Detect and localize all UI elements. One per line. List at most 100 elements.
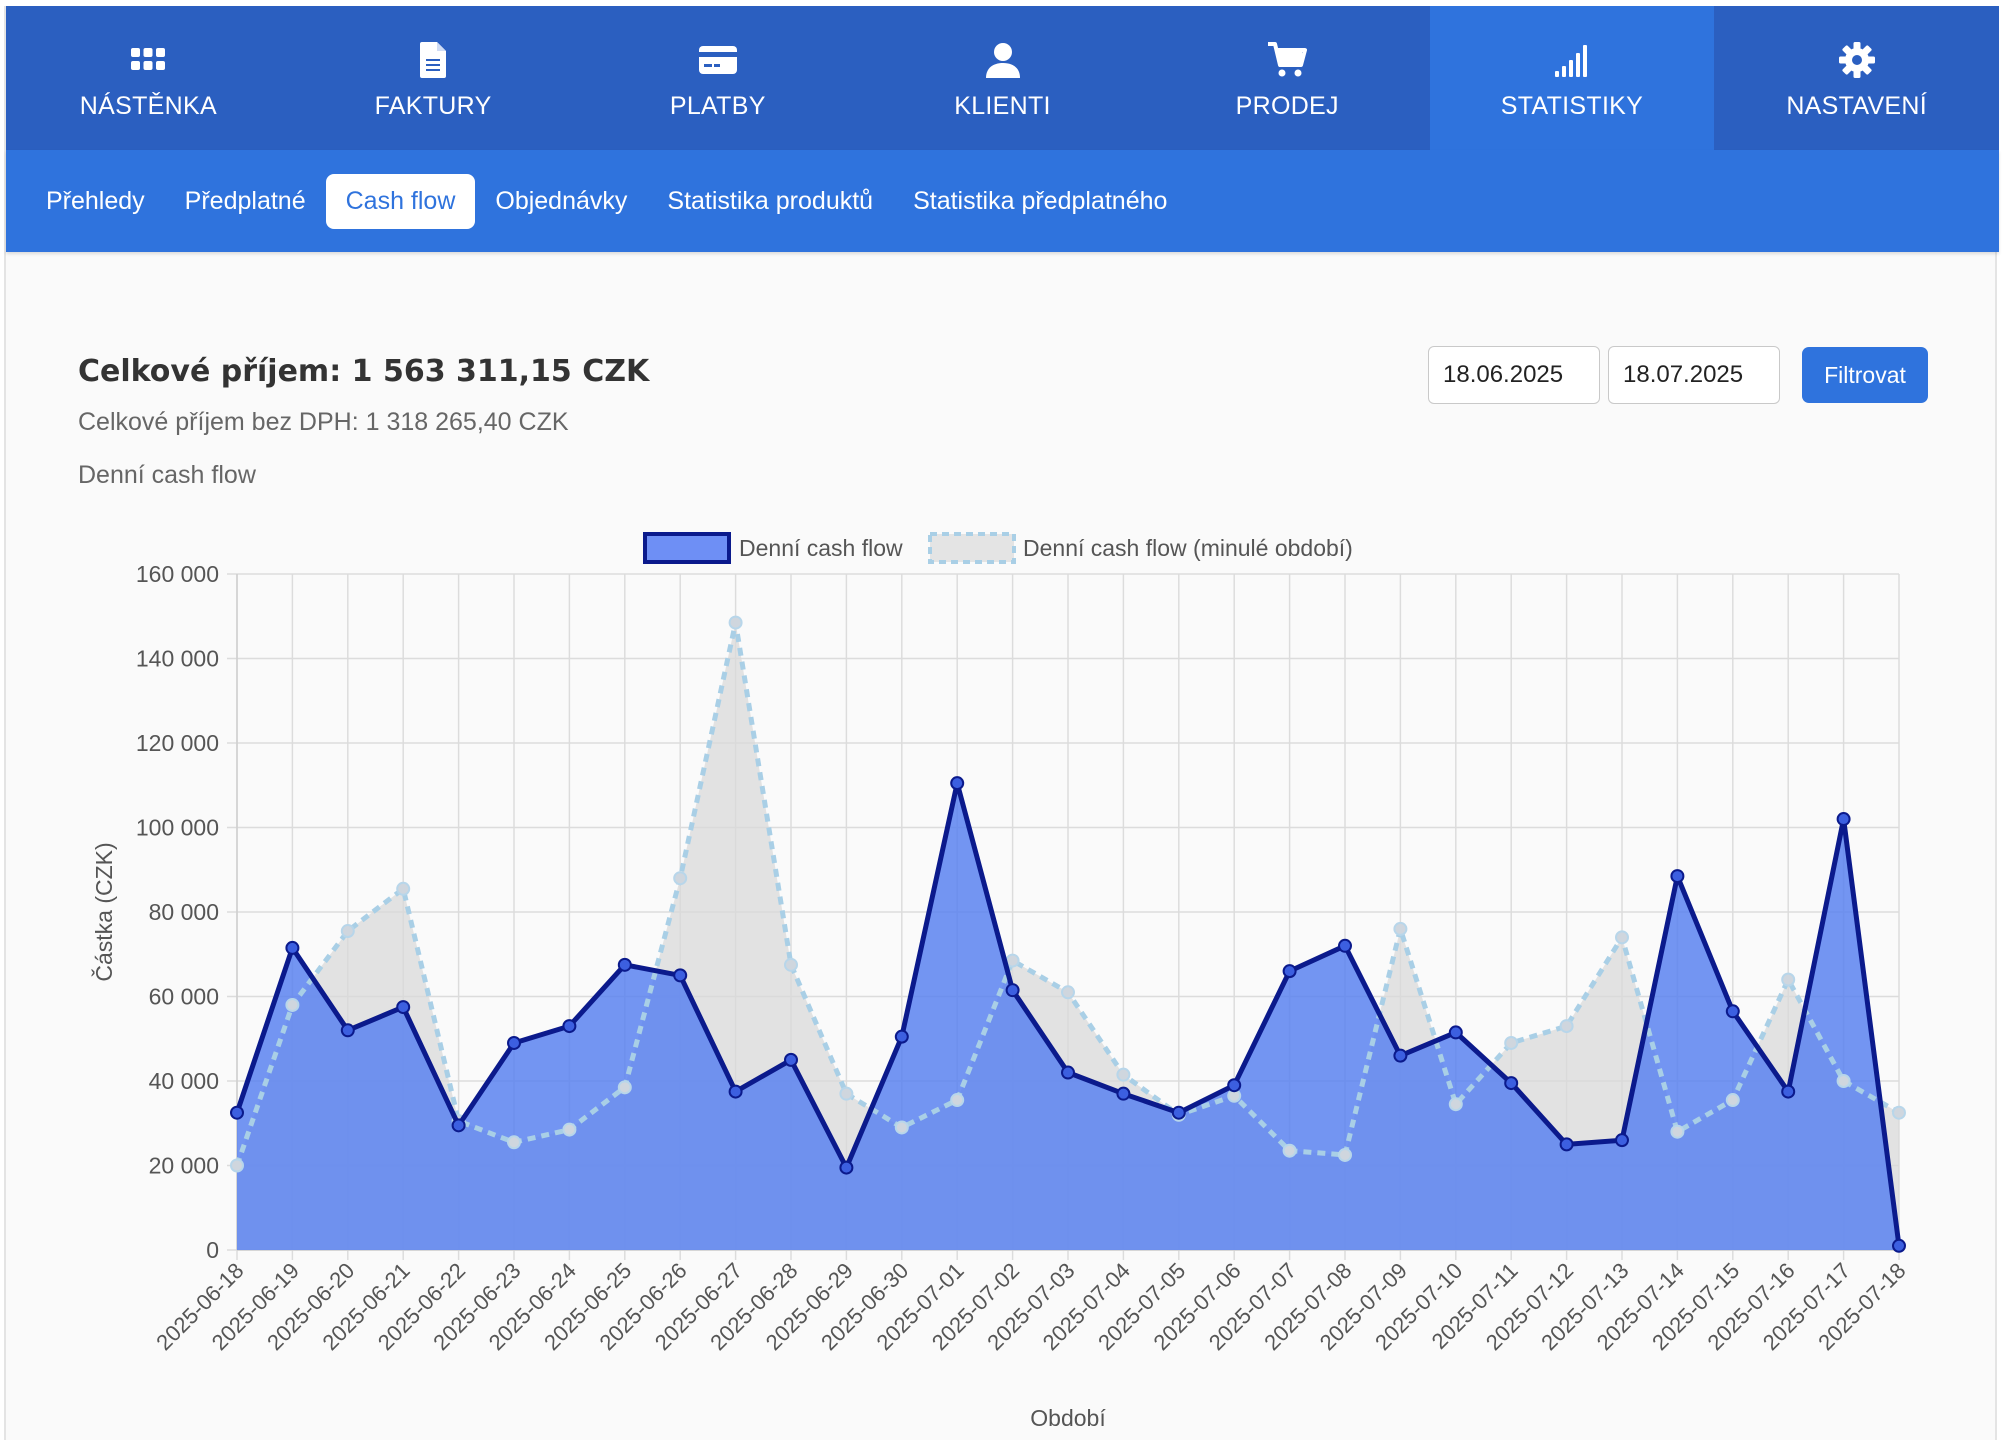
current-period-point [451, 1118, 466, 1133]
current-period-point [396, 1000, 411, 1015]
x-tick-label: 2025-06-19 [207, 1258, 304, 1355]
previous-period-point [1338, 1147, 1352, 1162]
y-tick-label: 20 000 [149, 1153, 219, 1179]
previous-period-point [1448, 1097, 1463, 1112]
previous-period-point [1227, 1088, 1242, 1103]
previous-period-line [234, 620, 1901, 1167]
current-period-point [1892, 1238, 1906, 1253]
nav-item-4[interactable]: PRODEJ [1145, 6, 1430, 150]
legend-label-current: Denní cash flow [739, 535, 903, 561]
x-tick-label: 2025-06-21 [317, 1258, 414, 1355]
x-tick-label: 2025-07-09 [1315, 1258, 1412, 1355]
current-period-point [1559, 1137, 1574, 1152]
current-period-point [1171, 1105, 1186, 1120]
previous-period-point [1116, 1067, 1131, 1082]
x-tick-label: 2025-07-03 [982, 1258, 1079, 1355]
x-tick-label: 2025-07-10 [1370, 1258, 1467, 1355]
previous-period-point [1781, 972, 1796, 987]
current-period-point [673, 968, 688, 983]
x-tick-label: 2025-06-20 [262, 1258, 359, 1355]
previous-period-point [340, 924, 355, 939]
x-tick-label: 2025-06-28 [705, 1258, 802, 1355]
x-tick-label: 2025-06-24 [484, 1258, 581, 1355]
x-tick-label: 2025-07-14 [1592, 1258, 1689, 1355]
x-tick-label: 2025-07-07 [1204, 1258, 1301, 1355]
current-period-point [1005, 983, 1020, 998]
signal-bars-icon [1554, 44, 1587, 77]
current-period-point [839, 1160, 854, 1175]
y-axis-title: Částka (CZK) [90, 842, 117, 981]
subnav-tab-1[interactable]: Předplatné [184, 186, 306, 215]
previous-period-point [1892, 1105, 1906, 1120]
x-tick-label: 2025-07-17 [1758, 1258, 1855, 1355]
current-period-point [894, 1029, 909, 1044]
x-tick-label: 2025-06-22 [373, 1258, 470, 1355]
previous-period-point [1005, 953, 1020, 968]
x-tick-label: 2025-07-15 [1647, 1258, 1744, 1355]
previous-period-point [1061, 985, 1075, 1000]
subnav-tab-3[interactable]: Objednávky [495, 186, 628, 215]
current-period-point [1227, 1078, 1242, 1093]
previous-period-point [784, 957, 798, 972]
user-icon [985, 42, 1020, 78]
previous-period-area [237, 622, 1899, 1250]
current-period-area [237, 783, 1899, 1250]
current-period-point [1504, 1076, 1519, 1091]
nav-item-6[interactable]: NASTAVENÍ [1714, 6, 1999, 150]
subnav-tab-2[interactable]: Cash flow [325, 173, 476, 229]
previous-period-point [673, 871, 688, 886]
x-tick-label: 2025-06-23 [428, 1258, 525, 1355]
nav-item-3[interactable]: KLIENTI [860, 6, 1145, 150]
previous-period-point [507, 1135, 521, 1150]
previous-period-point [1393, 921, 1408, 936]
date-to-input[interactable]: 18.07.2025 [1608, 346, 1780, 404]
nav-item-label: STATISTIKY [1500, 91, 1644, 120]
current-period-point [617, 957, 632, 972]
previous-period-point [285, 997, 300, 1012]
current-period-point [1615, 1133, 1629, 1148]
gear-icon [1838, 41, 1875, 78]
x-tick-label: 2025-07-16 [1702, 1258, 1799, 1355]
x-tick-label: 2025-06-30 [816, 1258, 913, 1355]
nav-item-2[interactable]: PLATBY [575, 6, 860, 150]
legend-label-previous: Denní cash flow (minulé období) [1023, 535, 1353, 561]
previous-period-point [562, 1122, 577, 1137]
date-from-input[interactable]: 18.06.2025 [1428, 346, 1600, 404]
y-tick-label: 60 000 [149, 984, 219, 1010]
x-tick-label: 2025-06-27 [650, 1258, 747, 1355]
x-tick-label: 2025-06-18 [151, 1258, 248, 1355]
x-tick-label: 2025-06-25 [539, 1258, 636, 1355]
x-tick-label: 2025-07-18 [1813, 1258, 1910, 1355]
x-tick-label: 2025-06-26 [594, 1258, 691, 1355]
previous-period-point [230, 1158, 244, 1173]
previous-period-point [728, 615, 743, 630]
current-period-point [340, 1023, 355, 1038]
nav-item-label: PRODEJ [1235, 91, 1339, 120]
previous-period-point [1725, 1093, 1740, 1108]
current-period-point [950, 776, 965, 791]
current-period-point [1836, 812, 1851, 827]
nav-item-5[interactable]: STATISTIKY [1429, 6, 1715, 150]
x-tick-label: 2025-07-04 [1038, 1258, 1135, 1355]
y-tick-label: 0 [206, 1237, 219, 1263]
nav-item-1[interactable]: FAKTURY [291, 6, 576, 150]
subnav-tab-5[interactable]: Statistika předplatného [913, 186, 1168, 215]
subnav-tab-0[interactable]: Přehledy [46, 186, 145, 215]
previous-period-point [451, 1114, 466, 1129]
previous-period-point [617, 1080, 632, 1095]
x-tick-label: 2025-07-08 [1259, 1258, 1356, 1355]
current-period-point [1670, 869, 1685, 884]
previous-period-point [1282, 1143, 1297, 1158]
nav-item-label: PLATBY [669, 91, 766, 120]
x-tick-label: 2025-07-02 [927, 1258, 1024, 1355]
current-period-point [1061, 1065, 1075, 1080]
legend-swatch-current [643, 532, 731, 564]
filter-button[interactable]: Filtrovat [1802, 347, 1928, 403]
x-tick-label: 2025-07-06 [1148, 1258, 1245, 1355]
sub-navigation: Přehledy Předplatné Cash flow Objednávky Sta… [6, 150, 1999, 252]
y-tick-label: 160 000 [136, 561, 219, 587]
subnav-tab-4[interactable]: Statistika produktů [667, 186, 874, 215]
nav-item-label: NÁSTĚNKA [79, 91, 217, 120]
nav-item-0[interactable]: NÁSTĚNKA [6, 6, 291, 150]
previous-period-point [1559, 1019, 1574, 1034]
